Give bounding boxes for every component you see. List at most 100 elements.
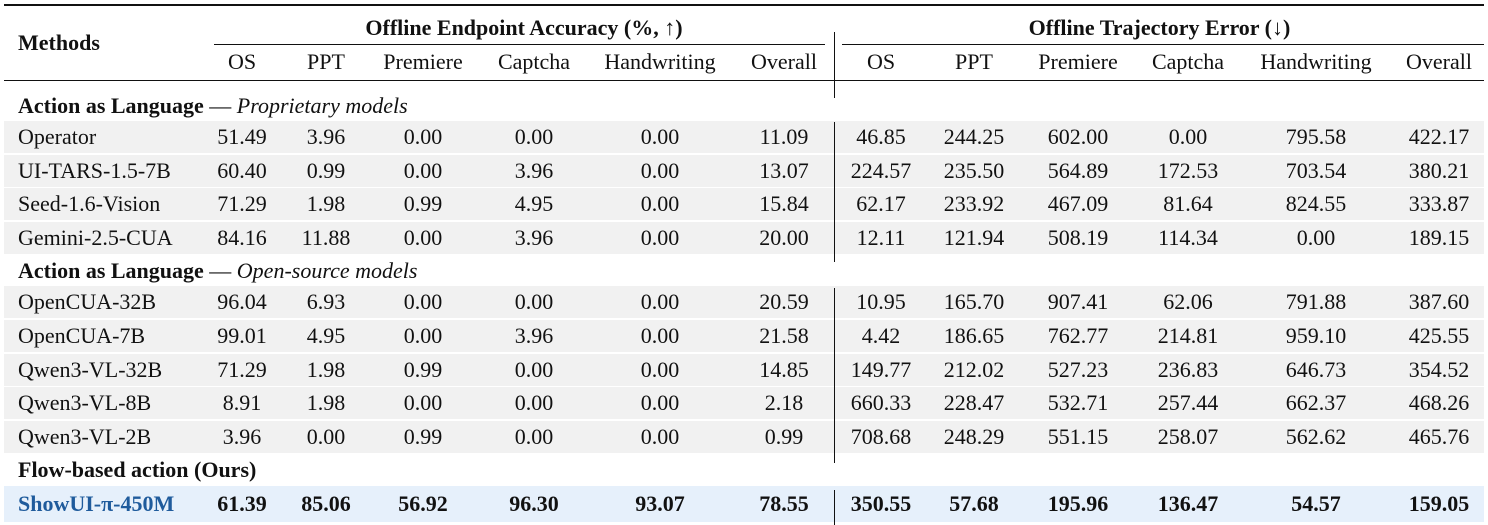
section-header-row: Action as Language — Open-source models xyxy=(4,255,1484,287)
column-header-premiere-error: Premiere xyxy=(1038,49,1118,74)
value-cell-handwriting-error: 0.00 xyxy=(1296,224,1336,250)
value-cell-os-error: 10.95 xyxy=(856,289,906,315)
header-rule xyxy=(4,80,1484,81)
value-cell-os-error: 660.33 xyxy=(850,390,912,416)
value-cell-overall-accuracy: 20.59 xyxy=(759,289,809,315)
method-name: OpenCUA-7B xyxy=(18,323,146,348)
value-cell-premiere-error: 508.19 xyxy=(1047,224,1109,250)
value-cell-ppt-error: 235.50 xyxy=(943,157,1005,183)
value-cell-premiere-accuracy: 0.00 xyxy=(403,289,443,315)
value-cell-premiere-error: 762.77 xyxy=(1047,323,1109,348)
table-row: Qwen3-VL-2B 3.96 0.00 0.99 0.00 0.00 0.99 708.6… xyxy=(4,420,1484,453)
value-cell-ppt-error: 165.70 xyxy=(943,289,1005,315)
value-cell-captcha-error: 0.00 xyxy=(1168,124,1208,149)
value-cell-ppt-accuracy: 4.95 xyxy=(306,323,346,348)
section-header-row: Flow-based action (Ours) xyxy=(4,454,1484,486)
section-header-row: Action as Language — Proprietary models xyxy=(4,90,1484,122)
value-cell-overall-accuracy: 2.18 xyxy=(764,390,804,416)
value-cell-ppt-error: 248.29 xyxy=(943,423,1005,449)
column-header-ppt-error: PPT xyxy=(955,49,993,74)
table-row: OpenCUA-7B 99.01 4.95 0.00 3.96 0.00 21.58 4.42… xyxy=(4,320,1484,352)
value-cell-captcha-error: 62.06 xyxy=(1163,289,1213,315)
value-cell-captcha-accuracy: 3.96 xyxy=(514,323,554,348)
value-cell-premiere-accuracy: 0.00 xyxy=(403,323,443,348)
value-cell-os-error: 4.42 xyxy=(861,323,901,348)
value-cell-os-accuracy: 8.91 xyxy=(222,390,262,416)
value-cell-captcha-error: 258.07 xyxy=(1157,423,1219,449)
value-cell-handwriting-error: 824.55 xyxy=(1285,191,1347,217)
value-cell-overall-accuracy: 11.09 xyxy=(759,124,809,149)
value-cell-handwriting-error: 791.88 xyxy=(1285,289,1347,315)
value-cell-ppt-accuracy: 3.96 xyxy=(306,124,346,149)
table-row: UI-TARS-1.5-7B 60.40 0.99 0.00 3.96 0.00 13.07… xyxy=(4,154,1484,187)
value-cell-handwriting-error: 959.10 xyxy=(1285,323,1347,348)
section-title: Flow-based action (Ours) xyxy=(18,454,256,486)
value-cell-premiere-error: 532.71 xyxy=(1047,390,1109,416)
value-cell-os-error: 46.85 xyxy=(856,124,906,149)
value-cell-premiere-accuracy: 0.00 xyxy=(403,224,443,250)
value-cell-captcha-accuracy: 0.00 xyxy=(514,356,554,382)
table-row: Qwen3-VL-32B 71.29 1.98 0.99 0.00 0.00 14.85 14… xyxy=(4,353,1484,386)
method-name: Seed-1.6-Vision xyxy=(18,191,161,217)
value-cell-overall-accuracy: 20.00 xyxy=(759,224,809,250)
value-cell-os-error: 708.68 xyxy=(850,423,912,449)
value-cell-ppt-error: 228.47 xyxy=(943,390,1005,416)
group-separator-upper xyxy=(834,32,835,98)
value-cell-captcha-accuracy: 4.95 xyxy=(514,191,554,217)
value-cell-os-accuracy: 60.40 xyxy=(217,157,267,183)
value-cell-os-error: 350.55 xyxy=(850,491,912,517)
value-cell-os-accuracy: 71.29 xyxy=(217,191,267,217)
value-cell-overall-accuracy: 0.99 xyxy=(764,423,804,449)
value-cell-captcha-error: 114.34 xyxy=(1158,224,1218,250)
value-cell-captcha-error: 257.44 xyxy=(1157,390,1219,416)
method-name: UI-TARS-1.5-7B xyxy=(18,157,171,183)
value-cell-overall-accuracy: 13.07 xyxy=(759,157,809,183)
column-header-row: OS PPT Premiere Captcha Handwriting Overall OS… xyxy=(4,46,1484,78)
value-cell-premiere-accuracy: 0.00 xyxy=(403,124,443,149)
column-header-premiere-accuracy: Premiere xyxy=(383,49,463,74)
method-name: Operator xyxy=(18,124,97,149)
method-name: ShowUI-π-450M xyxy=(18,491,175,517)
value-cell-ppt-error: 57.68 xyxy=(949,491,999,517)
method-name: Gemini-2.5-CUA xyxy=(18,224,173,250)
value-cell-handwriting-error: 795.58 xyxy=(1285,124,1347,149)
table-row: Gemini-2.5-CUA 84.16 11.88 0.00 3.96 0.00 20.0… xyxy=(4,221,1484,254)
section-title-bold: Action as Language xyxy=(18,258,204,284)
group-underline-1 xyxy=(214,44,825,45)
value-cell-captcha-error: 236.83 xyxy=(1157,356,1219,382)
value-cell-overall-error: 159.05 xyxy=(1408,491,1470,517)
value-cell-ppt-error: 244.25 xyxy=(943,124,1005,149)
value-cell-overall-error: 333.87 xyxy=(1408,191,1470,217)
value-cell-captcha-accuracy: 0.00 xyxy=(514,423,554,449)
method-name: Qwen3-VL-2B xyxy=(18,423,152,449)
section-title-italic: Open-source models xyxy=(236,258,418,284)
value-cell-captcha-error: 136.47 xyxy=(1157,491,1219,517)
value-cell-premiere-accuracy: 0.99 xyxy=(403,423,443,449)
value-cell-overall-error: 189.15 xyxy=(1408,224,1470,250)
value-cell-premiere-error: 467.09 xyxy=(1047,191,1109,217)
value-cell-premiere-error: 564.89 xyxy=(1047,157,1109,183)
value-cell-handwriting-accuracy: 0.00 xyxy=(640,157,680,183)
value-cell-os-error: 149.77 xyxy=(850,356,912,382)
value-cell-overall-accuracy: 15.84 xyxy=(759,191,809,217)
column-header-overall-error: Overall xyxy=(1406,49,1472,74)
value-cell-handwriting-error: 662.37 xyxy=(1285,390,1347,416)
value-cell-captcha-accuracy: 0.00 xyxy=(514,390,554,416)
section-title: Action as Language — Proprietary models xyxy=(18,90,408,122)
value-cell-overall-error: 387.60 xyxy=(1408,289,1470,315)
value-cell-captcha-accuracy: 96.30 xyxy=(509,491,559,517)
value-cell-ppt-accuracy: 11.88 xyxy=(301,224,351,250)
value-cell-ppt-error: 186.65 xyxy=(943,323,1005,348)
value-cell-handwriting-accuracy: 0.00 xyxy=(640,356,680,382)
value-cell-ppt-accuracy: 85.06 xyxy=(301,491,351,517)
value-cell-ppt-accuracy: 0.00 xyxy=(306,423,346,449)
group-header-trajectory-error: Offline Trajectory Error (↓) xyxy=(1028,15,1291,40)
ours-row: ShowUI-π-450M 61.39 85.06 56.92 96.30 93.07 78… xyxy=(4,486,1484,523)
value-cell-os-accuracy: 51.49 xyxy=(217,124,267,149)
section-title-italic: Proprietary models xyxy=(236,93,408,118)
value-cell-premiere-accuracy: 0.00 xyxy=(403,157,443,183)
group-separator-mid xyxy=(834,122,835,262)
method-name: OpenCUA-32B xyxy=(18,289,157,315)
value-cell-overall-accuracy: 21.58 xyxy=(759,323,809,348)
value-cell-handwriting-accuracy: 0.00 xyxy=(640,289,680,315)
